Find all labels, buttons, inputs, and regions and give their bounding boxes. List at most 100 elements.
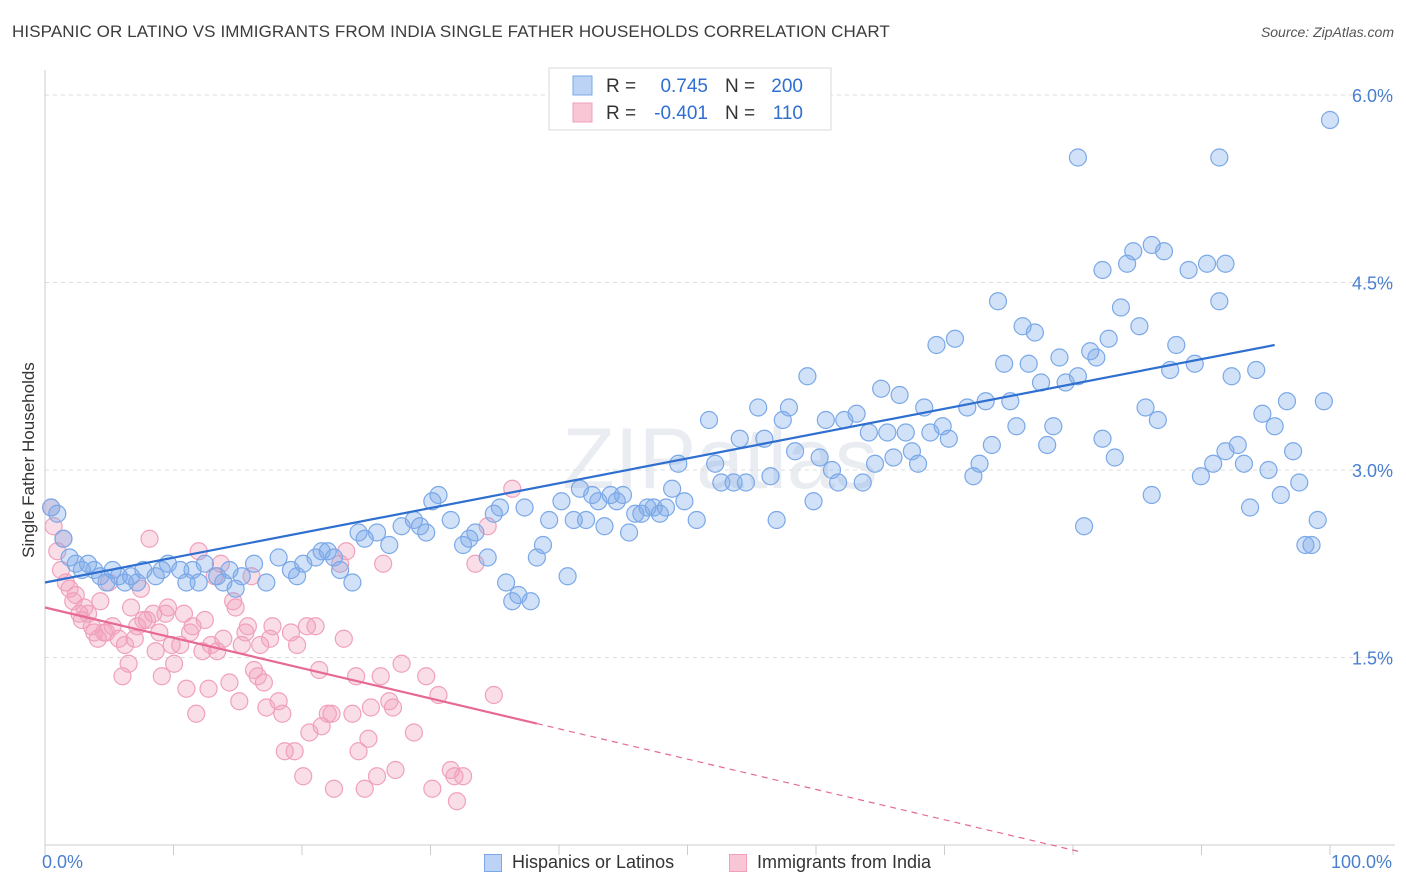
- y-tick-label-3: 6.0%: [1352, 86, 1393, 106]
- hispanic-point-138: [1038, 435, 1057, 455]
- hispanic-point-30: [257, 573, 276, 592]
- hispanic-point-146: [1093, 429, 1112, 448]
- india-points: [42, 479, 522, 811]
- hispanic-point-51: [441, 510, 460, 530]
- hispanic-point-22: [189, 573, 208, 592]
- hispanic-point-152: [1130, 317, 1149, 336]
- legend-r-value-1: 0.745: [660, 76, 708, 97]
- hispanic-point-40: [343, 573, 362, 592]
- hispanic-point-99: [779, 398, 799, 417]
- india-point-71: [273, 704, 292, 723]
- hispanic-trend-line: [44, 343, 1275, 584]
- hispanic-point-103: [810, 448, 829, 467]
- india-point-54: [214, 629, 233, 648]
- hispanic-point-116: [896, 423, 915, 442]
- legend-swatch-blue: [572, 75, 593, 96]
- india-point-35: [152, 667, 171, 686]
- india-point-86: [334, 629, 353, 648]
- hispanic-point-94: [749, 398, 768, 417]
- hispanic-point-180: [1308, 510, 1327, 530]
- y-tick-label-2: 4.5%: [1352, 274, 1393, 294]
- legend-swatch-hispanics: [484, 853, 502, 872]
- y-axis-label: Single Father Households: [19, 362, 38, 558]
- hispanic-point-54: [466, 523, 485, 542]
- series-legend: Hispanics or Latinos Immigrants from Ind…: [0, 852, 1406, 878]
- hispanic-point-163: [1204, 454, 1223, 473]
- hispanic-point-101: [798, 367, 817, 386]
- hispanic-point-92: [730, 429, 749, 448]
- hispanic-point-175: [1277, 392, 1297, 411]
- y-tick-labels: 1.5% 3.0% 4.5% 6.0%: [1352, 86, 1393, 669]
- y-tick-label-0: 1.5%: [1352, 649, 1393, 669]
- hispanic-point-173: [1265, 417, 1284, 436]
- india-point-92: [359, 729, 378, 748]
- hispanic-point-1: [48, 504, 67, 523]
- hispanic-point-66: [552, 492, 571, 511]
- hispanic-point-110: [859, 423, 878, 442]
- hispanic-point-93: [736, 473, 756, 492]
- source-credit: Source: ZipAtlas.com: [1260, 24, 1394, 40]
- hispanic-point-124: [945, 329, 965, 348]
- hispanic-point-65: [540, 510, 559, 530]
- india-point-83: [322, 704, 341, 723]
- hispanic-point-85: [669, 454, 688, 473]
- trend-lines: [44, 343, 1275, 852]
- india-point-94: [367, 767, 387, 786]
- hispanic-point-113: [878, 423, 897, 442]
- hispanic-point-76: [613, 485, 633, 505]
- hispanic-point-145: [1087, 348, 1106, 367]
- hispanic-point-102: [804, 492, 823, 511]
- hispanic-point-179: [1302, 535, 1321, 555]
- india-point-45: [187, 704, 206, 723]
- india-point-98: [383, 698, 403, 717]
- india-point-107: [447, 792, 467, 811]
- legend-n-label-1: N =: [725, 76, 755, 97]
- hispanic-point-172: [1259, 460, 1278, 480]
- india-point-110: [484, 685, 503, 705]
- india-point-103: [423, 779, 442, 798]
- hispanic-point-186: [1216, 254, 1235, 273]
- india-point-99: [386, 760, 405, 780]
- hispanic-point-130: [988, 292, 1008, 311]
- legend-swatch-india: [729, 853, 747, 872]
- hispanic-point-64: [533, 535, 553, 555]
- hispanic-point-44: [380, 535, 399, 555]
- hispanic-point-83: [656, 498, 676, 517]
- india-point-16: [91, 592, 110, 611]
- hispanic-point-167: [1228, 435, 1247, 455]
- india-point-79: [306, 617, 325, 636]
- hispanic-point-187: [1093, 260, 1112, 280]
- hispanic-point-171: [1253, 404, 1272, 423]
- india-point-25: [121, 598, 141, 617]
- india-point-90: [349, 742, 368, 761]
- hispanic-point-154: [1142, 485, 1161, 505]
- hispanic-point-77: [619, 523, 639, 542]
- india-point-65: [251, 635, 270, 655]
- hispanic-point-125: [958, 398, 977, 417]
- india-point-24: [119, 654, 138, 673]
- hispanic-point-162: [1197, 254, 1217, 273]
- hispanic-point-158: [1167, 335, 1186, 355]
- hispanic-point-161: [1191, 467, 1210, 486]
- india-point-102: [417, 667, 436, 686]
- hispanic-point-70: [576, 510, 596, 530]
- hispanic-point-104: [816, 410, 835, 430]
- hispanic-point-57: [490, 498, 510, 517]
- hispanic-point-61: [515, 498, 534, 517]
- hispanic-point-111: [865, 454, 885, 473]
- hispanic-point-115: [890, 385, 909, 405]
- india-point-84: [324, 779, 344, 798]
- india-point-101: [404, 723, 423, 742]
- hispanic-point-62: [521, 592, 540, 611]
- india-point-76: [294, 767, 313, 786]
- hispanic-point-140: [1050, 348, 1069, 367]
- hispanic-point-164: [1210, 292, 1229, 311]
- x-axis-max-label: 100.0%: [1330, 852, 1392, 872]
- hispanic-point-90: [712, 473, 731, 492]
- hispanic-point-86: [675, 492, 694, 511]
- chart-title: HISPANIC OR LATINO VS IMMIGRANTS FROM IN…: [12, 22, 890, 41]
- hispanic-point-159: [1179, 260, 1198, 280]
- hispanic-point-135: [1019, 354, 1038, 373]
- india-point-91: [355, 779, 374, 798]
